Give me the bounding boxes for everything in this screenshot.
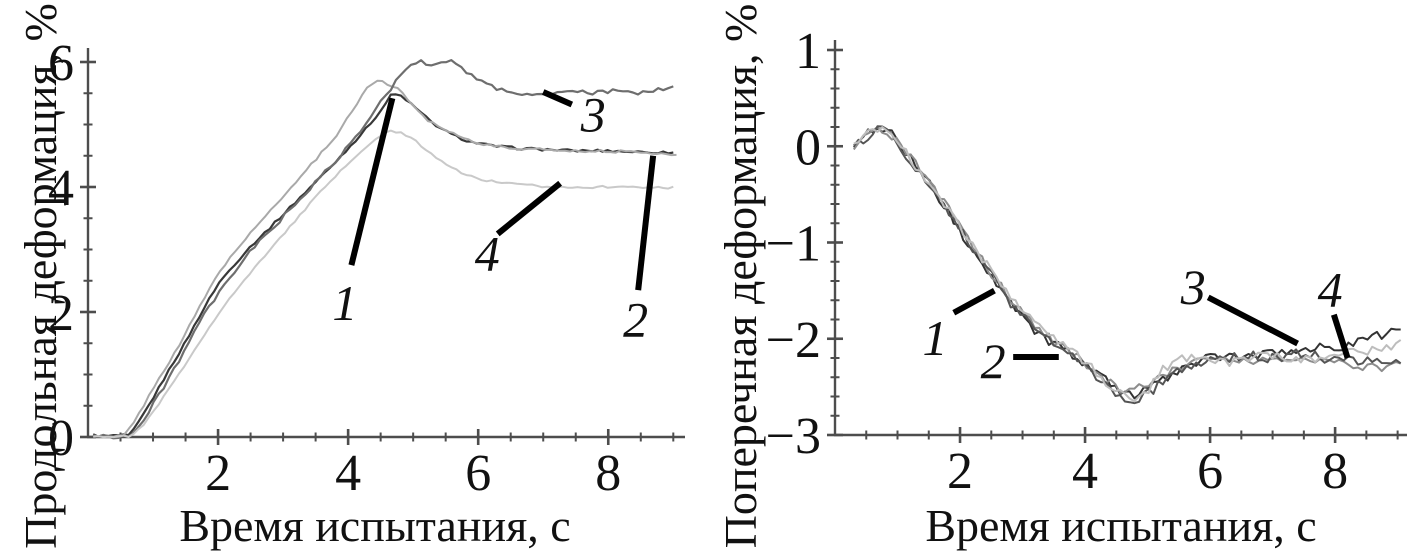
- curve-3-leader-line: [1206, 294, 1299, 347]
- curve-2-label: 2: [981, 333, 1006, 389]
- y-tick-label: 4: [48, 160, 74, 217]
- x-tick-label: 8: [1322, 443, 1348, 500]
- curve-3-label: 3: [1180, 259, 1206, 315]
- y-tick-label: 0: [795, 119, 821, 176]
- x-tick-label: 8: [595, 445, 621, 502]
- y-tick-label: −2: [766, 312, 821, 369]
- x-tick-label: 6: [465, 445, 491, 502]
- curve-1-leader-line: [348, 97, 396, 266]
- y-tick-label: 2: [48, 285, 74, 342]
- left-y-axis-title: Продольная деформация, %: [15, 3, 66, 549]
- left-x-axis-title: Время испытания, с: [179, 500, 570, 551]
- right-chart-transverse-strain: 2 4 6 810−1−2−31 23 4: [766, 23, 1407, 500]
- right-y-axis-title: Поперечная деформация, %: [715, 4, 766, 549]
- x-tick-label: 2: [205, 445, 231, 502]
- y-tick-label: −3: [766, 408, 821, 465]
- curve-4-label: 4: [1318, 262, 1343, 318]
- left-chart-longitudinal-strain: 2 4 6 8 0 2 4 6 1 2 3 4: [48, 35, 685, 502]
- curve-3: [92, 58, 674, 440]
- curve-1-leader-line: [952, 287, 996, 316]
- curve-2: [93, 79, 677, 438]
- y-tick-label: −1: [766, 216, 821, 273]
- x-tick-label: 4: [335, 445, 361, 502]
- curve-3-leader-line: [542, 89, 574, 108]
- x-tick-label: 2: [947, 443, 973, 500]
- curve-4: [853, 126, 1402, 403]
- right-x-axis-title: Время испытания, с: [925, 500, 1316, 551]
- curve-4: [93, 129, 674, 439]
- y-tick-label: 0: [48, 410, 74, 467]
- x-tick-label: 4: [1072, 443, 1098, 500]
- curve-1-label: 1: [332, 275, 357, 331]
- x-tick-label: 6: [1197, 443, 1223, 500]
- curve-1-label: 1: [923, 310, 948, 366]
- y-tick-label: 6: [48, 35, 74, 92]
- curve-4-label: 4: [475, 226, 500, 282]
- curve-2-leader-line: [635, 155, 657, 291]
- curve-4-leader-line: [495, 180, 563, 237]
- curve-2: [852, 126, 1402, 394]
- curve-4-leader-line: [1330, 313, 1351, 359]
- curve-2-label: 2: [623, 291, 648, 347]
- y-tick-label: 1: [795, 23, 821, 80]
- curve-3-label: 3: [580, 86, 606, 142]
